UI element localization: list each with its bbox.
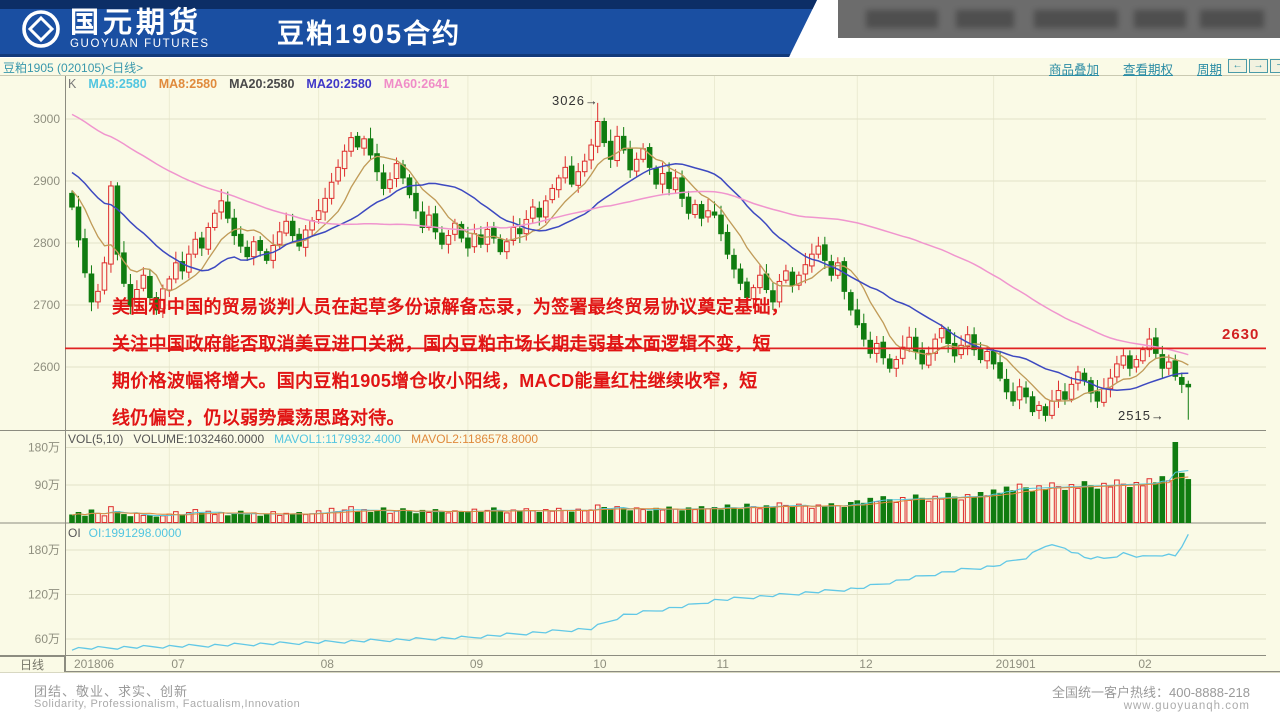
- ma60-label: MA60:2641: [383, 77, 450, 91]
- oi-label: OI: [68, 526, 81, 540]
- analyst-annotation: 美国和中国的贸易谈判人员在起草多份谅解备忘录，为签署最终贸易协议奠定基础， 关注…: [112, 289, 812, 437]
- redacted-blob: [956, 10, 1014, 28]
- annotation-line: 线仍偏空，仍以弱势震荡思路对待。: [112, 408, 405, 428]
- footer-hotline: 全国统一客户热线：400-8888-218: [1052, 685, 1250, 700]
- toolbar-link-options[interactable]: 查看期权: [1122, 63, 1173, 77]
- company-logo: 国元期货 GUOYUAN FUTURES: [20, 8, 210, 55]
- redacted-blob: [1200, 10, 1264, 28]
- oi-value: OI:1991298.0000: [88, 526, 182, 540]
- logo-en-text: GUOYUAN FUTURES: [70, 38, 210, 50]
- volume-legend-row: VOL(5,10) VOLUME:1032460.0000 MAVOL1:117…: [68, 432, 538, 446]
- ma20-label-1: MA20:2580: [229, 77, 295, 91]
- chart-toolbar: 商品叠加 查看期权 周期: [1049, 59, 1222, 78]
- banner-bottom-strip: [0, 54, 817, 57]
- arrow-right-icon: →: [1150, 408, 1165, 423]
- toolbar-link-overlay[interactable]: 商品叠加: [1048, 63, 1099, 77]
- high-price-value: 3026: [552, 93, 585, 108]
- zoom-out-button[interactable]: −: [1270, 59, 1280, 73]
- high-price-marker: 3026→: [552, 93, 599, 108]
- ma20-label-2: MA20:2580: [306, 77, 372, 91]
- nav-buttons: ← → −: [1228, 59, 1280, 73]
- volume-value: VOLUME:1032460.0000: [133, 432, 265, 446]
- k-label: K: [68, 77, 77, 91]
- mavol2-value: MAVOL2:1186578.8000: [411, 432, 539, 446]
- annotation-line: 美国和中国的贸易谈判人员在起草多份谅解备忘录，为签署最终贸易协议奠定基础，: [112, 297, 790, 317]
- chart-info-row: 豆粕1905 (020105)<日线> 商品叠加 查看期权 周期 ← → −: [0, 58, 1280, 78]
- logo-cn-text: 国元期货: [70, 7, 203, 39]
- redacted-blob: [866, 10, 938, 28]
- scroll-left-button[interactable]: ←: [1228, 59, 1247, 73]
- redacted-topbar: [838, 0, 1280, 38]
- period-cell[interactable]: 日线: [0, 656, 65, 672]
- ma8-label-2: MA8:2580: [158, 77, 218, 91]
- footer-slogan-en: Solidarity, Professionalism, Factualism,…: [34, 698, 301, 710]
- ma8-label-1: MA8:2580: [88, 77, 147, 91]
- arrow-right-icon: →: [584, 93, 599, 108]
- toolbar-link-period[interactable]: 周期: [1196, 63, 1222, 77]
- oi-legend-row: OI OI:1991298.0000: [68, 526, 181, 540]
- footer-website: www.guoyuanqh.com: [1123, 700, 1250, 712]
- support-price-label: 2630: [1222, 326, 1260, 343]
- low-price-marker: 2515→: [1118, 408, 1165, 423]
- header-banner: 国元期货 GUOYUAN FUTURES 豆粕1905合约: [0, 0, 817, 57]
- ma-legend-row: K MA8:2580 MA8:2580 MA20:2580 MA20:2580 …: [68, 77, 449, 91]
- annotation-line: 关注中国政府能否取消美豆进口关税，国内豆粕市场长期走弱基本面逻辑不变，短: [112, 334, 771, 354]
- mavol1-value: MAVOL1:1179932.4000: [274, 432, 402, 446]
- banner-top-strip: [0, 0, 817, 9]
- low-price-value: 2515: [1118, 408, 1151, 423]
- redacted-blob: [1134, 10, 1186, 28]
- page-title: 豆粕1905合约: [277, 19, 462, 49]
- scroll-right-button[interactable]: →: [1249, 59, 1268, 73]
- footer-slogan-cn: 团结、敬业、求实、创新: [34, 684, 189, 699]
- instrument-label: 豆粕1905 (020105)<日线>: [3, 61, 144, 75]
- vol-indicator-label: VOL(5,10): [68, 432, 124, 446]
- redacted-blob: [1034, 10, 1118, 28]
- logo-mark-icon: [20, 8, 62, 55]
- annotation-line: 期价格波幅将增大。国内豆粕1905增仓收小阳线，MACD能量红柱继续收窄，短: [112, 371, 758, 391]
